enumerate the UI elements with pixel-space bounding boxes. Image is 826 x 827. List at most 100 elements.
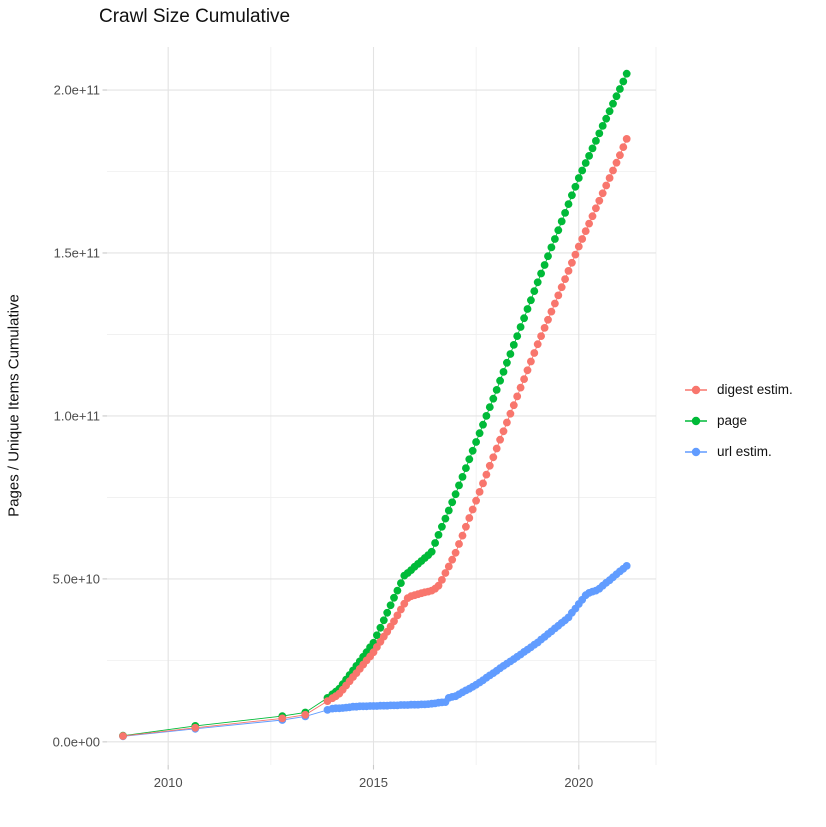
data-point [540, 261, 549, 269]
y-tick-label: 2.0e+11 [54, 83, 100, 98]
data-point [465, 514, 474, 522]
data-point [475, 429, 484, 438]
data-point [557, 283, 566, 292]
data-point [489, 394, 498, 403]
data-point [390, 617, 398, 626]
chart-title: Crawl Size Cumulative [99, 6, 291, 27]
data-point [571, 182, 580, 191]
data-point [513, 332, 522, 340]
data-point [451, 490, 460, 499]
series-points-urlestim [119, 562, 631, 741]
data-point [472, 496, 480, 505]
data-point [619, 77, 628, 86]
data-point [499, 368, 508, 376]
data-point [602, 114, 611, 123]
data-point [520, 314, 528, 323]
data-point [544, 315, 552, 324]
data-point [441, 569, 450, 577]
data-point [581, 159, 590, 167]
data-point [537, 269, 545, 278]
data-point [376, 623, 385, 632]
data-point [622, 69, 631, 78]
data-point [561, 209, 569, 217]
data-point [427, 547, 436, 556]
data-point [444, 562, 453, 571]
data-point [598, 189, 607, 198]
data-point [616, 151, 624, 160]
data-point [509, 341, 518, 349]
data-point [485, 461, 494, 470]
y-tick-label: 1.0e+11 [54, 408, 100, 423]
data-point [605, 107, 614, 116]
data-point [441, 514, 450, 523]
data-point [383, 608, 392, 617]
data-point [516, 323, 525, 331]
data-point [520, 375, 528, 383]
data-point [448, 555, 457, 564]
data-point [278, 714, 287, 723]
data-point [479, 420, 487, 429]
data-point [598, 122, 607, 130]
data-point [506, 350, 515, 358]
data-point [489, 453, 498, 462]
data-point [472, 438, 480, 446]
data-point [540, 324, 549, 332]
data-point [434, 581, 443, 590]
data-point [509, 401, 518, 410]
data-point [616, 85, 624, 93]
data-point [455, 481, 463, 490]
data-point [609, 99, 617, 108]
data-point [533, 278, 542, 287]
y-axis-title: Pages / Unique Items Cumulative [5, 294, 23, 517]
data-point [516, 383, 525, 392]
data-point [506, 409, 515, 418]
data-point [554, 226, 563, 235]
data-point [119, 732, 127, 740]
data-point [533, 340, 542, 349]
legend-label-page: page [717, 413, 748, 428]
data-point [605, 174, 614, 182]
data-point [451, 548, 460, 557]
data-point [496, 435, 504, 444]
data-point [397, 605, 405, 614]
data-point [609, 166, 617, 175]
data-point [561, 275, 569, 283]
legend-entry-page: page [684, 405, 793, 436]
data-point [482, 470, 491, 479]
data-point [386, 601, 395, 610]
legend-entry-digest: digest estim. [684, 374, 793, 405]
legend-key-page-icon [685, 416, 707, 425]
data-point [571, 250, 580, 259]
x-tick-label: 2010 [154, 775, 183, 790]
data-point [475, 488, 484, 496]
data-point [448, 498, 457, 507]
data-point [592, 137, 600, 145]
data-point [462, 464, 470, 472]
data-point [397, 579, 405, 587]
data-point [455, 540, 463, 548]
data-point [595, 129, 604, 138]
series-points-digestestim [119, 135, 631, 740]
y-tick-label: 0.0e+00 [53, 734, 100, 749]
legend-label-url: url estim. [717, 444, 772, 459]
data-point [612, 92, 621, 101]
data-point [551, 235, 559, 243]
data-point [588, 144, 597, 153]
data-point [574, 174, 583, 182]
x-tick-label: 2020 [564, 775, 593, 790]
data-point [622, 135, 631, 143]
data-point [482, 412, 491, 420]
data-point [468, 505, 477, 514]
data-point [527, 357, 535, 366]
data-point [400, 599, 409, 608]
data-point [622, 562, 631, 570]
data-point [612, 158, 621, 167]
data-point [462, 522, 470, 531]
data-point [393, 611, 402, 620]
data-point [568, 258, 576, 267]
data-point [431, 539, 439, 547]
data-point [547, 307, 556, 316]
data-point [485, 403, 494, 411]
